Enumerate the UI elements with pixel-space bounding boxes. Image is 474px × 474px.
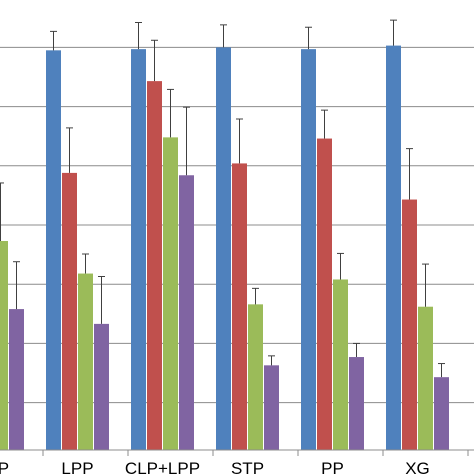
x-tick-labels: CLP LPP CLP+LPP STP PP XG (0, 459, 430, 474)
error-bar (13, 261, 20, 310)
error-bar (98, 276, 105, 324)
error-bar (183, 106, 190, 176)
bars (0, 45, 449, 451)
error-bar (151, 39, 158, 82)
x-axis (0, 449, 474, 456)
x-tick-label: CLP+LPP (125, 459, 200, 474)
x-tick-label: CLP (0, 459, 9, 474)
bar (301, 49, 316, 450)
bar (418, 306, 433, 450)
bar (317, 138, 332, 451)
error-bar (50, 30, 57, 51)
error-bar (82, 253, 89, 274)
error-bar (390, 19, 397, 46)
bar (94, 323, 109, 450)
bar (333, 279, 348, 450)
bar (216, 47, 231, 451)
error-bar (337, 252, 344, 280)
error-bar (305, 26, 312, 50)
x-tick-label: STP (231, 459, 264, 474)
error-bar (321, 109, 328, 139)
error-bar (353, 342, 360, 358)
error-bar (268, 355, 275, 366)
bar (248, 304, 263, 450)
bar (434, 377, 449, 450)
bar (0, 240, 8, 450)
error-bar (0, 182, 4, 241)
bar (386, 45, 401, 451)
error-bar (167, 88, 174, 138)
error-bar (406, 148, 413, 200)
error-bar (66, 127, 73, 173)
bar (179, 175, 194, 450)
bar (402, 199, 417, 450)
error-bar (422, 263, 429, 307)
x-tick-label: XG (405, 459, 430, 474)
bar (163, 137, 178, 451)
error-bar (252, 287, 259, 305)
bar (349, 357, 364, 450)
bar (78, 273, 93, 450)
bar (9, 309, 24, 450)
bar (264, 365, 279, 450)
bar (46, 50, 61, 450)
x-tick-label: PP (321, 459, 344, 474)
bar (147, 81, 162, 451)
bar (232, 163, 247, 450)
error-bar (438, 363, 445, 378)
error-bars (0, 19, 445, 378)
bar (131, 49, 146, 450)
x-tick-label: LPP (61, 459, 93, 474)
error-bar (135, 22, 142, 50)
error-bar (220, 24, 227, 48)
error-bar (236, 118, 243, 164)
bar (62, 172, 77, 451)
